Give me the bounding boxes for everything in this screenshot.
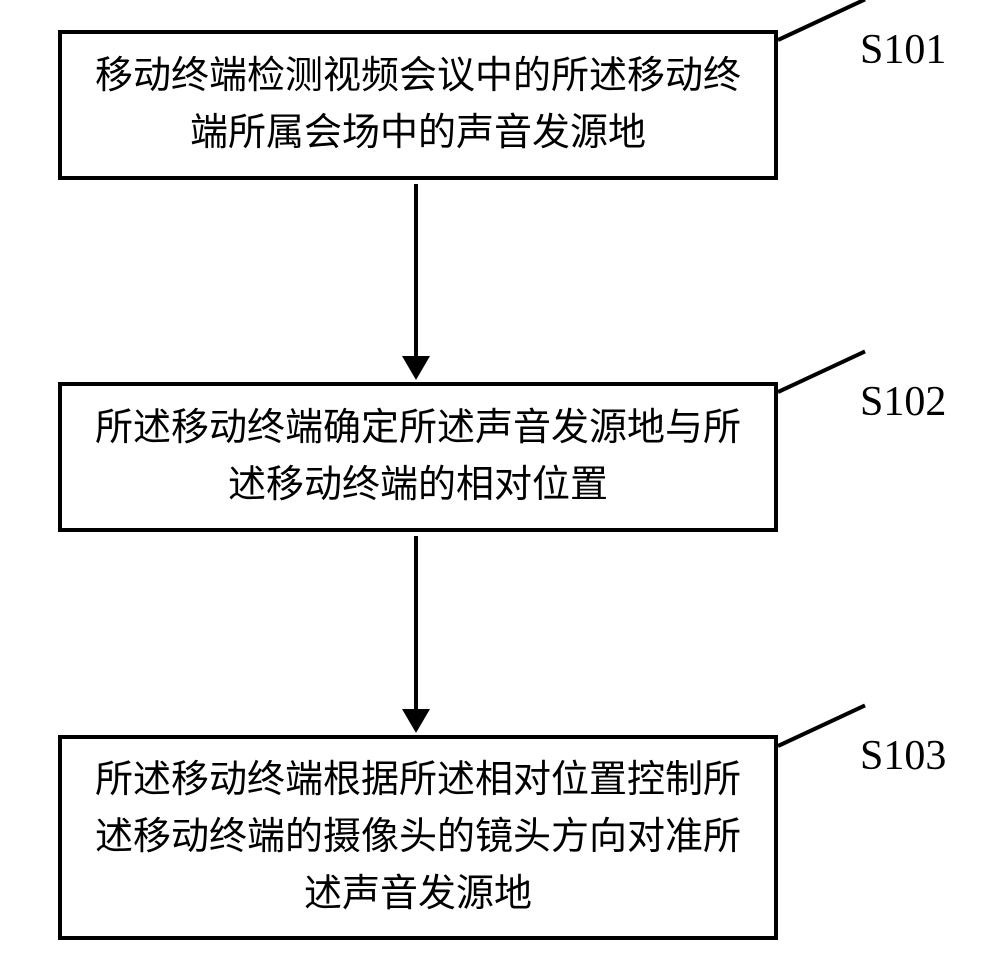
edge-s101-s102 xyxy=(414,184,418,356)
node-text: 所述移动终端确定所述声音发源地与所述移动终端的相对位置 xyxy=(80,400,756,514)
arrowhead-s102-s103 xyxy=(402,709,430,733)
edge-s102-s103 xyxy=(414,536,418,709)
label-connector-s102 xyxy=(777,350,866,394)
flowchart-node-s103: 所述移动终端根据所述相对位置控制所述移动终端的摄像头的镜头方向对准所述声音发源地 xyxy=(58,735,778,940)
label-connector-s103 xyxy=(777,704,866,748)
node-label-s103: S103 xyxy=(860,732,946,780)
flowchart-node-s101: 移动终端检测视频会议中的所述移动终端所属会场中的声音发源地 xyxy=(58,30,778,180)
node-label-s101: S101 xyxy=(860,26,946,74)
node-text: 移动终端检测视频会议中的所述移动终端所属会场中的声音发源地 xyxy=(80,48,756,162)
flowchart-canvas: 移动终端检测视频会议中的所述移动终端所属会场中的声音发源地 S101 所述移动终… xyxy=(0,0,1000,979)
label-connector-s101 xyxy=(777,0,866,42)
node-text: 所述移动终端根据所述相对位置控制所述移动终端的摄像头的镜头方向对准所述声音发源地 xyxy=(80,752,756,923)
flowchart-node-s102: 所述移动终端确定所述声音发源地与所述移动终端的相对位置 xyxy=(58,382,778,532)
node-label-s102: S102 xyxy=(860,378,946,426)
arrowhead-s101-s102 xyxy=(402,356,430,380)
